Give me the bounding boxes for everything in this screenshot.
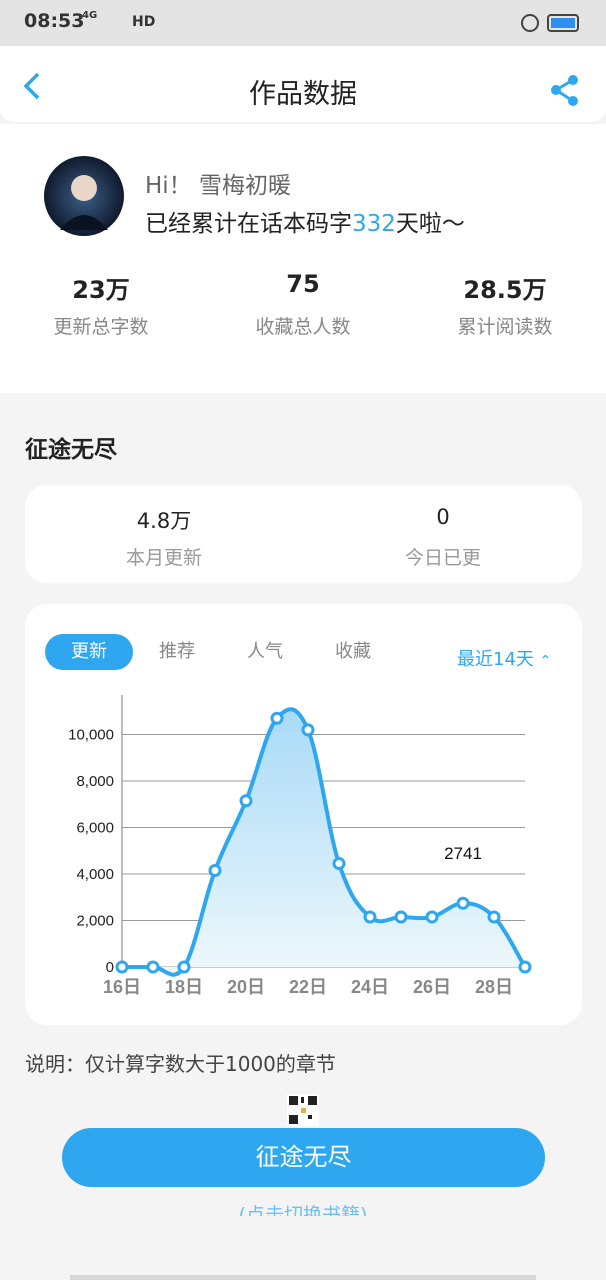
y-tick-label: 6,000	[76, 820, 114, 837]
tab[interactable]: 人气	[247, 641, 283, 662]
tab[interactable]: 收藏	[335, 641, 371, 662]
switch-hint-text: (点击切换书籍)	[238, 1204, 368, 1216]
back-button[interactable]	[20, 70, 44, 102]
tab[interactable]: 推荐	[159, 641, 195, 662]
x-tick-label: 24日	[351, 977, 389, 997]
point	[239, 794, 253, 808]
share-button[interactable]	[548, 74, 582, 108]
point	[301, 723, 315, 737]
stat-label: 累计阅读数	[457, 316, 553, 338]
point	[363, 910, 377, 924]
days: 332	[352, 211, 396, 237]
point	[487, 910, 501, 924]
status-icons	[521, 14, 579, 32]
line	[122, 707, 527, 977]
point	[115, 960, 129, 974]
message-prefix: 已经累计在话本码字	[145, 211, 352, 237]
stat-value: 23万	[72, 276, 130, 304]
network: 4G	[82, 10, 98, 21]
book-stats-card: 4.8万本月更新 0 今日已更	[25, 485, 582, 583]
y-tick-label: 4,000	[76, 866, 114, 883]
point	[425, 910, 439, 924]
note: 说明：仅计算字数大于1000的章节	[25, 1052, 336, 1076]
header-title: 作品数据	[249, 79, 357, 110]
point	[177, 960, 191, 974]
book-title: 征途无尽	[25, 437, 117, 463]
chart: 0 2,000 4,000 6,000 8,000 10,000 16日 18日 20日 22日 2…	[68, 695, 532, 997]
book-stat-label: 今日已更	[404, 547, 481, 569]
book-button[interactable]: 征途无尽	[62, 1128, 545, 1187]
area	[122, 709, 525, 975]
stat-value: 75	[286, 270, 320, 298]
range-text: 最近14天	[457, 649, 534, 670]
point	[518, 960, 532, 974]
y-tick-label: 2,000	[76, 913, 114, 930]
x-tick-label: 16日	[103, 977, 141, 997]
point	[456, 896, 470, 910]
point	[208, 864, 222, 878]
y-tick-label: 8,000	[76, 773, 114, 790]
x-tick-label: 18日	[165, 977, 203, 997]
x-tick-label: 26日	[413, 977, 451, 997]
range-selector[interactable]: 最近14天 ⌃	[457, 645, 551, 671]
x-tick-label: 28日	[475, 977, 513, 997]
point	[146, 960, 160, 974]
range-icon: ⌃	[539, 653, 552, 669]
book-stat-label: 本月更新	[125, 547, 202, 569]
hd: HD	[132, 14, 156, 30]
message: 已经累计在话本码字332天啦～	[145, 204, 465, 238]
status-bar: 08:53 4G HD	[0, 0, 606, 46]
point	[270, 711, 284, 725]
user-name: 雪梅初暖	[199, 173, 291, 199]
greeting-text: Hi！	[145, 173, 192, 199]
point	[394, 910, 408, 924]
qr-code	[287, 1094, 319, 1126]
y-tick-label: 10,000	[68, 727, 114, 744]
profile-card: Hi！ 雪梅初暖 已经累计在话本码字332天啦～ 23万更新总字数 75 收藏总人数…	[0, 124, 606, 393]
book-stat-value: 4.8万	[136, 509, 192, 533]
stat-label: 收藏总人数	[255, 316, 351, 338]
bottom-bar	[70, 1275, 536, 1280]
stat-value: 28.5万	[463, 276, 547, 304]
x-tick-label: 20日	[227, 977, 265, 997]
book-stat-value: 0	[436, 505, 450, 529]
message-suffix: 天啦～	[395, 211, 465, 237]
stat-label: 更新总字数	[53, 316, 149, 338]
header: 作品数据	[0, 46, 606, 122]
point	[332, 857, 346, 871]
tab[interactable]: 更新	[45, 634, 133, 670]
greeting: Hi！ 雪梅初暖	[145, 166, 291, 200]
switch-hint[interactable]: (点击切换书籍)	[0, 1196, 606, 1216]
x-tick-label: 22日	[289, 977, 327, 997]
avatar[interactable]	[44, 156, 124, 236]
y-tick-label: 0	[106, 959, 114, 976]
value-label: 2741	[444, 844, 482, 863]
time: 08:53	[24, 10, 85, 32]
